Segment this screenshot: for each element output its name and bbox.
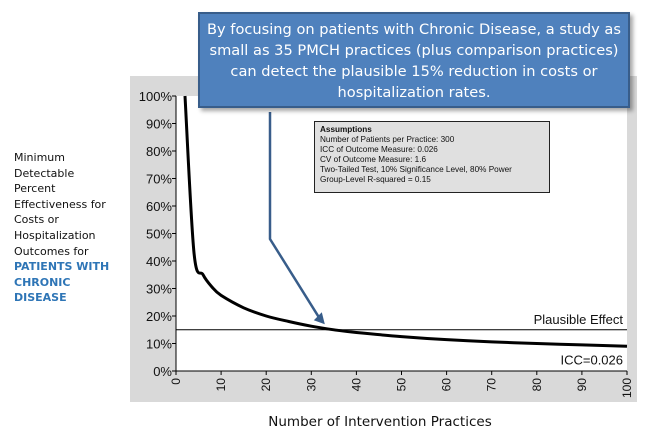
x-tick-label: 10 (214, 378, 228, 392)
assumption-line: CV of Outcome Measure: 1.6 (320, 155, 427, 164)
x-tick-label: 80 (530, 378, 544, 392)
y-tick-label: 70% (146, 172, 172, 187)
x-tick-label: 60 (440, 378, 454, 392)
x-tick-label: 30 (304, 378, 318, 392)
callout-line: By focusing on patients with Chronic Dis… (207, 21, 621, 38)
x-tick-label: 50 (395, 378, 409, 392)
y-axis-label-highlight: PATIENTS WITH (14, 260, 110, 274)
y-axis-label-highlight: DISEASE (14, 291, 67, 305)
y-tick-label: 50% (146, 227, 172, 242)
y-axis-label-line: Percent (14, 182, 56, 196)
y-axis-label-line: Minimum (14, 151, 65, 164)
assumption-line: ICC of Outcome Measure: 0.026 (320, 145, 438, 154)
y-tick-label: 40% (146, 254, 172, 269)
x-tick-label: 0 (169, 378, 183, 385)
y-tick-label: 10% (146, 337, 172, 352)
x-tick-label: 20 (259, 378, 273, 392)
annotation-arrow-line (268, 112, 322, 321)
series-label: ICC=0.026 (560, 352, 623, 367)
plausible-effect-label: Plausible Effect (534, 312, 624, 327)
annotation-arrowhead (313, 312, 325, 325)
assumption-line: Two-Tailed Test, 10% Significance Level,… (320, 165, 512, 174)
y-tick-label: 0% (153, 364, 172, 379)
assumption-line: Number of Patients per Practice: 300 (320, 135, 455, 144)
y-tick-label: 100% (139, 89, 173, 104)
assumption-line: Group-Level R-squared = 0.15 (320, 175, 431, 184)
y-axis-label-line: Costs or (14, 213, 59, 227)
y-axis-label-line: Outcomes for (14, 244, 89, 258)
x-tick-label: 100 (620, 378, 634, 398)
y-tick-label: 20% (146, 309, 172, 324)
x-tick-label: 90 (575, 378, 589, 392)
y-axis-label-line: Detectable (14, 166, 75, 180)
y-tick-label: 60% (146, 199, 172, 214)
callout-line: can detect the plausible 15% reduction i… (230, 63, 598, 80)
assumptions-box: Assumptions Number of Patients per Pract… (314, 121, 550, 193)
y-axis-label-highlight: CHRONIC (14, 275, 71, 289)
callout-line: hospitalization rates. (337, 84, 491, 101)
callout-box: By focusing on patients with Chronic Dis… (198, 12, 630, 108)
y-axis-label-line: Effectiveness for (14, 197, 106, 211)
y-tick-label: 80% (146, 144, 172, 159)
x-tick-label: 40 (349, 378, 363, 392)
callout-line: small as 35 PMCH practices (plus compari… (209, 42, 619, 59)
y-axis-label: Minimum Detectable Percent Effectiveness fo… (14, 150, 126, 306)
y-tick-label: 90% (146, 117, 172, 132)
y-axis-label-line: Hospitalization (14, 228, 96, 242)
series-line (183, 95, 628, 348)
x-tick-label: 70 (485, 378, 499, 392)
assumptions-title: Assumptions (320, 125, 372, 134)
y-tick-label: 30% (146, 282, 172, 297)
x-axis-label: Number of Intervention Practices (268, 414, 492, 430)
